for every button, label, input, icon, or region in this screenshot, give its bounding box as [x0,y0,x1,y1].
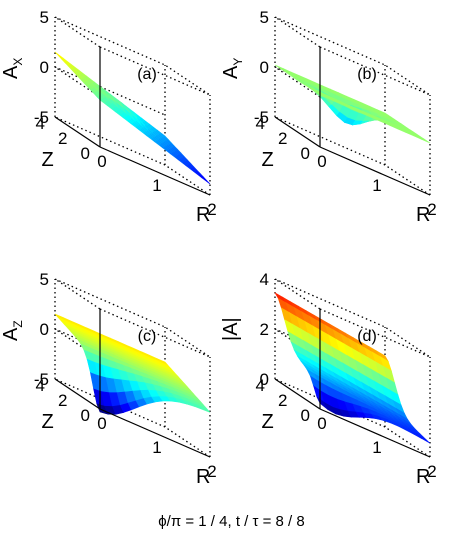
value-tick-label: 0 [40,320,49,339]
r-axis [319,408,431,458]
z-coord-tick-label: 2 [58,391,67,410]
z-coord-tick-label: 4 [36,376,45,395]
z-coord-tick-label: 2 [58,129,67,148]
box-top-dotted [274,16,431,96]
surface-patch [418,435,431,444]
r-axis [99,408,211,458]
r-tick-label: 1 [372,176,381,195]
value-tick-label: 5 [260,8,269,27]
surface-mesh [54,313,211,415]
surface-patch [418,137,431,144]
r-axis [99,146,211,196]
r-tick-label: 1 [372,438,381,457]
box-bottom-dotted [54,116,211,196]
panel-label: (d) [357,328,377,345]
surface-mesh [274,64,431,144]
surface-patch [198,174,211,185]
r-tick-label: 0 [317,152,326,171]
panel-label: (b) [357,66,377,83]
panel-label: (c) [138,328,157,345]
z-coord-tick-label: 0 [81,406,90,425]
value-tick-label: 5 [40,8,49,27]
value-tick-label: 0 [260,370,269,389]
surface-mesh [54,51,211,185]
value-tick-label: -5 [34,108,49,127]
r-axis-label: R [416,466,430,488]
z-coord-axis [274,116,321,148]
z-coord-tick-label: 2 [278,391,287,410]
value-axis-label: AZ [0,320,25,341]
box-top-dotted [54,278,211,358]
surface-mesh [274,291,431,444]
r-tick-label: 0 [97,414,106,433]
z-coord-tick-label: 4 [36,114,45,133]
value-tick-label: -5 [34,370,49,389]
value-tick-label: 0 [40,58,49,77]
z-coord-axis [274,378,321,410]
r-axis [319,146,431,196]
z-coord-axis [54,116,101,148]
surface-patch [198,405,211,413]
z-coord-tick-label: 0 [81,144,90,163]
value-tick-label: -5 [254,108,269,127]
r-tick-label: 1 [152,438,161,457]
z-coord-axis-label: Z [262,149,274,171]
z-coord-tick-label: 4 [256,114,265,133]
r-tick-label: 2 [207,462,216,481]
r-tick-label: 1 [152,176,161,195]
z-coord-axis-label: Z [42,411,54,433]
value-tick-label: 0 [260,58,269,77]
figure-caption: ϕ/π = 1 / 4, t / τ = 8 / 8 [158,513,305,530]
z-coord-tick-label: 0 [301,144,310,163]
r-tick-label: 0 [97,152,106,171]
r-tick-label: 0 [317,414,326,433]
z-coord-axis-label: Z [42,149,54,171]
value-axis-label: AY [220,58,245,79]
value-tick-label: 4 [260,270,269,289]
z-coord-tick-label: 4 [256,376,265,395]
r-tick-label: 2 [427,200,436,219]
value-axis-label: AX [0,58,25,79]
box-top-dotted [54,16,211,96]
value-axis-label: |A| [220,317,242,341]
value-tick-label: 2 [260,320,269,339]
z-coord-axis-label: Z [262,411,274,433]
r-axis-label: R [196,466,210,488]
box-mid-dotted [274,66,386,116]
z-coord-axis [54,378,101,410]
r-tick-label: 2 [427,462,436,481]
box-mid-dotted [54,66,166,116]
r-tick-label: 2 [207,200,216,219]
value-tick-label: 5 [40,270,49,289]
z-coord-tick-label: 0 [301,406,310,425]
r-axis-label: R [416,204,430,226]
r-axis-label: R [196,204,210,226]
panel-label: (a) [137,66,157,83]
z-coord-tick-label: 2 [278,129,287,148]
